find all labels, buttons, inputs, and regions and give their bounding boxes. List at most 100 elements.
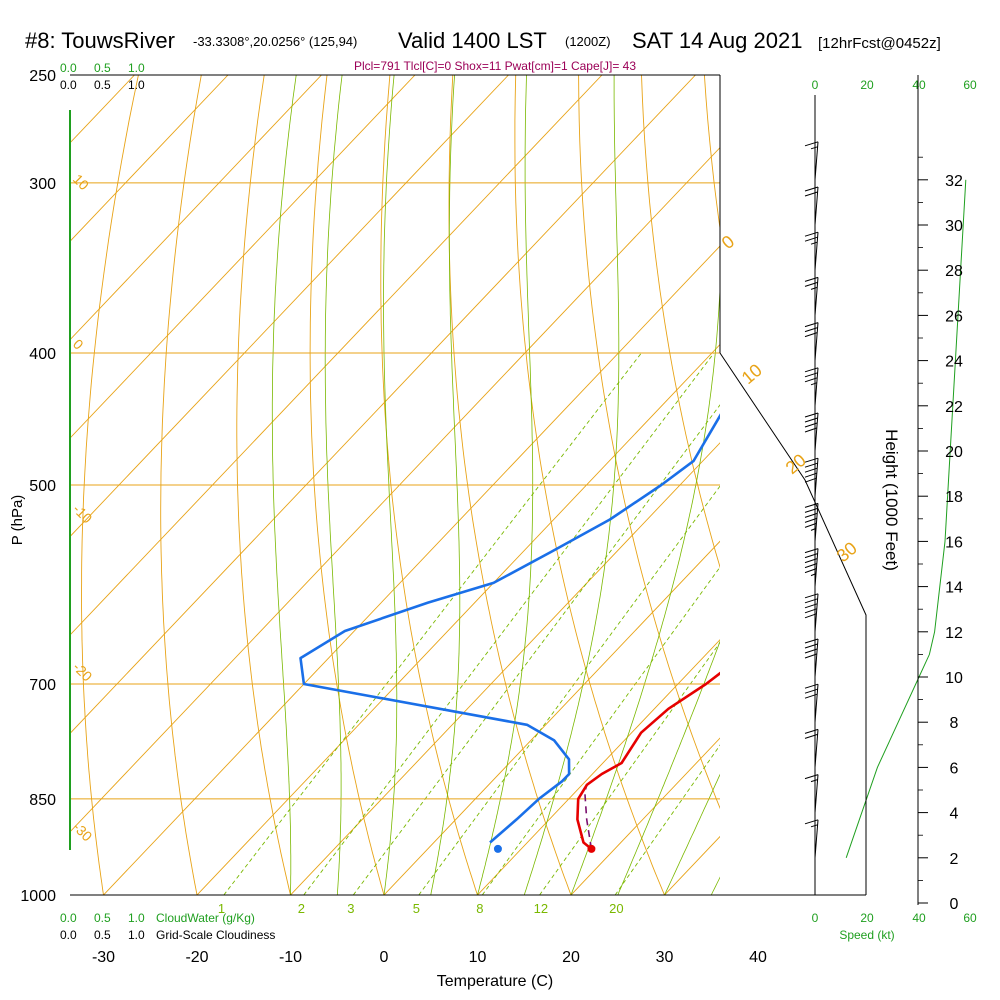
moist-adiabat <box>324 75 343 895</box>
cloudiness-label: Grid-Scale Cloudiness <box>156 928 275 942</box>
isotherm-line <box>70 75 322 341</box>
dry-adiabat <box>830 75 1000 895</box>
dry-adiabat <box>641 75 720 569</box>
dry-adiabat <box>380 75 478 895</box>
wind-barb-flag <box>804 643 818 649</box>
wind-scale-top: 0 20 40 60 <box>812 78 977 92</box>
wind-barb-flag <box>804 598 818 604</box>
wind-barb-flag <box>804 507 818 513</box>
dry-adiabat <box>703 75 720 232</box>
wind-barb-half <box>810 286 818 290</box>
mixing-ratio-line <box>223 352 642 895</box>
isotherm-label: 30 <box>833 538 861 566</box>
pressure-tick-label: 700 <box>29 677 56 694</box>
wind-barb-flag <box>804 417 818 423</box>
wind-barb-flag <box>804 733 818 739</box>
wind-scale-tick: 60 <box>963 78 977 92</box>
wind-barb-half <box>810 779 818 783</box>
parcel-line <box>583 784 593 850</box>
isotherm-label: -10 <box>70 501 96 527</box>
mixing-ratio-label: 1 <box>218 901 225 916</box>
cloud-green-tick: 1.0 <box>128 911 145 925</box>
dry-adiabat <box>160 75 202 895</box>
wind-barb <box>804 728 819 768</box>
wind-barb <box>804 638 819 678</box>
dewpoint-line <box>299 413 720 844</box>
cloud-black-tick: 1.0 <box>128 928 145 942</box>
wind-barb-flag <box>804 322 819 328</box>
isotherm-label: 0 <box>70 336 87 353</box>
cloud-scale-bottom: 0.0 0.5 1.0 CloudWater (g/Kg) 0.0 0.5 1.… <box>60 911 275 942</box>
mixing-ratio-label: 3 <box>347 901 354 916</box>
cloud-black-tick: 0.0 <box>60 78 77 92</box>
wind-barb-half <box>810 241 818 245</box>
wind-barb-half <box>810 382 817 386</box>
dry-adiabat <box>236 75 291 895</box>
wind-barb <box>804 141 819 180</box>
pressure-tick-label: 1000 <box>20 888 56 905</box>
forecast-label: [12hrFcst@0452z] <box>818 35 941 52</box>
wind-barb <box>804 322 819 361</box>
moist-adiabat <box>523 75 620 895</box>
isotherm-label: -20 <box>70 659 96 685</box>
height-tick-label: 0 <box>950 896 959 913</box>
isotherm-line <box>383 540 720 895</box>
valid-zulu: (1200Z) <box>565 34 611 49</box>
moist-adiabat <box>477 75 534 895</box>
surface-dewpoint-dot <box>493 844 502 853</box>
isotherm-line <box>477 639 720 895</box>
wind-barb-flag <box>804 683 819 689</box>
wind-barb <box>804 683 819 723</box>
isotherm-label: 10 <box>70 171 92 193</box>
pressure-tick-label: 300 <box>29 176 56 193</box>
mixing-ratio-line <box>418 485 720 895</box>
temperature-tick-label: 30 <box>656 949 674 966</box>
height-tick-label: 2 <box>950 851 959 868</box>
cloud-black-tick: 0.5 <box>94 928 111 942</box>
isotherm-label: 20 <box>782 450 810 478</box>
wind-speed-profile <box>845 179 967 858</box>
height-axis-title: Height (1000 Feet) <box>882 429 901 571</box>
mixing-ratio-line <box>539 641 720 895</box>
height-tick-label: 32 <box>945 173 963 190</box>
wind-barb-flag <box>804 688 818 694</box>
wind-barb-flag <box>804 231 819 237</box>
temperature-tick-label: 40 <box>749 949 767 966</box>
wind-barb-flag <box>804 819 819 825</box>
temperature-line <box>576 671 720 850</box>
cloud-green-tick: 0.5 <box>94 61 111 75</box>
dry-adiabat <box>893 75 1000 895</box>
moist-adiabat <box>383 75 398 895</box>
isotherm-label: -30 <box>70 819 96 845</box>
isotherm-label: 10 <box>738 360 766 388</box>
height-tick-label: 12 <box>945 625 963 642</box>
pressure-tick-label: 500 <box>29 478 56 495</box>
mixing-ratio-line <box>614 744 720 895</box>
wind-barb-flag <box>804 548 819 554</box>
wind-barb <box>804 231 819 271</box>
height-tick-label: 10 <box>945 670 963 687</box>
chart-axes: 100-10-20-300102030250300400500700850100… <box>20 68 963 966</box>
dry-adiabat <box>514 75 665 895</box>
moist-adiabat <box>430 75 461 895</box>
wind-scale-tick: 60 <box>963 911 977 925</box>
surface-temperature-dot <box>587 844 596 853</box>
cloudwater-label: CloudWater (g/Kg) <box>156 911 255 925</box>
x-axis-title: Temperature (C) <box>437 973 553 990</box>
wind-scale-tick: 40 <box>912 78 926 92</box>
wind-barb <box>804 412 819 452</box>
indices-line: Plcl=791 Tlcl[C]=0 Shox=11 Pwat[cm]=1 Ca… <box>354 59 636 73</box>
mixing-ratio-line <box>303 352 715 895</box>
temperature-tick-label: 10 <box>469 949 487 966</box>
wind-barb-flag <box>804 236 818 242</box>
temperature-tick-label: -20 <box>185 949 208 966</box>
wind-scale-tick: 0 <box>812 911 819 925</box>
wind-barb <box>804 548 819 587</box>
cloud-green-tick: 0.0 <box>60 61 77 75</box>
station-title: #8: TouwsRiver <box>25 28 175 53</box>
wind-barb-flag <box>804 276 819 282</box>
wind-barb-flag <box>804 367 819 373</box>
moist-adiabat <box>570 282 720 895</box>
moist-adiabat <box>617 640 720 895</box>
